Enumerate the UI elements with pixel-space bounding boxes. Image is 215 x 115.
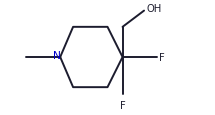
Text: N: N [53, 50, 61, 60]
Text: F: F [159, 53, 165, 62]
Text: F: F [120, 100, 125, 110]
Text: OH: OH [146, 4, 161, 14]
